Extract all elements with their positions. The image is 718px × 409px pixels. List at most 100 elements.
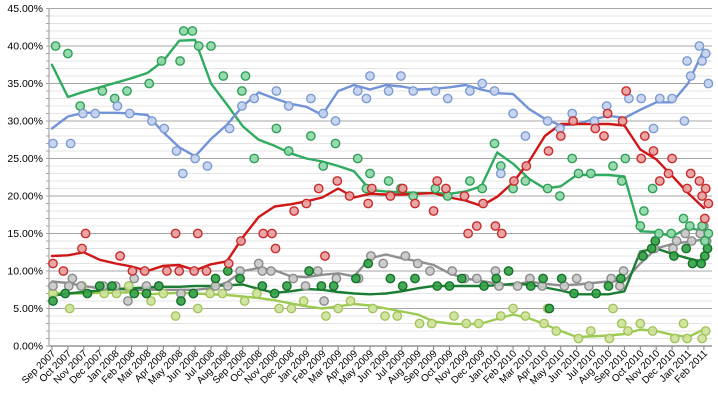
data-point-gray bbox=[686, 236, 697, 246]
data-point-light-green bbox=[608, 303, 618, 314]
data-point-light-green bbox=[217, 288, 228, 299]
data-point-green bbox=[608, 161, 618, 171]
data-point-blue bbox=[442, 93, 453, 104]
data-point-green bbox=[573, 168, 584, 179]
data-point-green bbox=[542, 183, 553, 194]
data-point-green bbox=[318, 161, 329, 171]
data-point-light-green bbox=[345, 296, 356, 306]
data-point-gray bbox=[300, 281, 311, 291]
data-point-red bbox=[471, 221, 482, 231]
data-point-blue bbox=[361, 93, 372, 104]
data-point-red bbox=[654, 176, 665, 186]
data-point-red bbox=[509, 176, 519, 186]
data-point-dark-green bbox=[60, 288, 71, 299]
data-point-red bbox=[432, 176, 443, 186]
data-point-red bbox=[621, 86, 632, 96]
data-point-red bbox=[703, 198, 714, 209]
data-point-gray bbox=[425, 266, 435, 276]
data-point-light-green bbox=[449, 311, 459, 321]
data-point-red bbox=[685, 168, 696, 179]
data-point-green bbox=[240, 71, 251, 81]
data-point-green bbox=[489, 138, 500, 149]
data-point-light-green bbox=[426, 318, 437, 329]
data-point-dark-green bbox=[129, 288, 140, 299]
data-point-light-green bbox=[461, 318, 472, 329]
data-point-dark-green bbox=[304, 266, 314, 276]
data-point-red bbox=[344, 191, 355, 201]
data-point-dark-green bbox=[638, 251, 648, 261]
data-point-red bbox=[648, 146, 659, 156]
data-point-dark-green bbox=[681, 243, 692, 254]
data-point-gray bbox=[288, 273, 299, 284]
data-point-gray bbox=[378, 258, 389, 269]
data-point-red bbox=[463, 228, 473, 239]
data-point-red bbox=[170, 228, 181, 239]
y-tick-label: 30.00% bbox=[7, 116, 43, 128]
data-point-gray bbox=[471, 273, 482, 284]
data-point-blue bbox=[318, 108, 329, 119]
data-point-blue bbox=[430, 86, 441, 96]
data-point-dark-green bbox=[569, 288, 579, 299]
data-point-red bbox=[80, 228, 91, 239]
data-point-green bbox=[206, 41, 216, 51]
data-point-red bbox=[428, 206, 439, 216]
major-gridlines bbox=[49, 8, 712, 347]
data-point-light-green bbox=[123, 281, 134, 291]
data-point-gray bbox=[680, 228, 691, 239]
data-point-light-green bbox=[205, 288, 216, 299]
data-point-red bbox=[478, 198, 488, 209]
data-point-red bbox=[236, 236, 246, 246]
data-point-light-green bbox=[192, 303, 203, 314]
data-point-red bbox=[699, 213, 710, 224]
data-point-green bbox=[678, 213, 689, 224]
data-point-dark-green bbox=[210, 273, 221, 284]
data-point-red bbox=[602, 108, 613, 119]
data-point-green bbox=[666, 228, 677, 239]
data-point-blue bbox=[636, 93, 647, 104]
data-point-blue bbox=[508, 108, 518, 119]
data-point-light-green bbox=[333, 303, 344, 314]
data-point-red bbox=[127, 266, 138, 276]
data-point-dark-green bbox=[363, 258, 374, 269]
data-point-light-green bbox=[495, 311, 506, 321]
data-point-green bbox=[271, 123, 282, 134]
data-point-gray bbox=[571, 273, 582, 284]
data-point-red bbox=[301, 198, 312, 209]
data-point-dark-green bbox=[281, 281, 292, 291]
x-axis-ticks bbox=[51, 346, 705, 350]
data-point-green bbox=[50, 41, 61, 51]
data-point-dark-green bbox=[556, 273, 567, 284]
data-point-green bbox=[236, 86, 247, 96]
data-point-red bbox=[363, 198, 374, 209]
data-point-red bbox=[410, 198, 420, 209]
data-point-red bbox=[189, 266, 200, 276]
data-point-red bbox=[258, 228, 269, 239]
data-point-dark-green bbox=[538, 273, 548, 284]
data-point-red bbox=[320, 251, 330, 261]
data-point-light-green bbox=[647, 326, 658, 336]
data-point-dark-green bbox=[397, 281, 408, 291]
data-point-green bbox=[330, 138, 341, 149]
data-point-green bbox=[283, 146, 294, 156]
data-point-green bbox=[620, 153, 631, 164]
data-point-blue bbox=[694, 41, 705, 51]
data-point-blue bbox=[202, 161, 213, 171]
data-point-green bbox=[175, 56, 186, 66]
data-point-green bbox=[567, 153, 578, 164]
data-point-green bbox=[218, 71, 229, 81]
data-point-green bbox=[352, 153, 363, 164]
data-point-light-green bbox=[508, 303, 518, 314]
data-point-green bbox=[144, 78, 155, 89]
data-point-dark-green bbox=[141, 288, 152, 299]
data-point-green bbox=[464, 176, 475, 186]
data-point-gray bbox=[400, 251, 411, 261]
data-point-light-green bbox=[298, 296, 309, 306]
data-point-blue bbox=[495, 168, 506, 179]
data-point-red bbox=[590, 123, 601, 134]
data-point-dark-green bbox=[432, 281, 443, 291]
data-point-blue bbox=[365, 71, 375, 81]
data-point-blue bbox=[48, 138, 58, 149]
data-point-dark-green bbox=[544, 303, 555, 314]
